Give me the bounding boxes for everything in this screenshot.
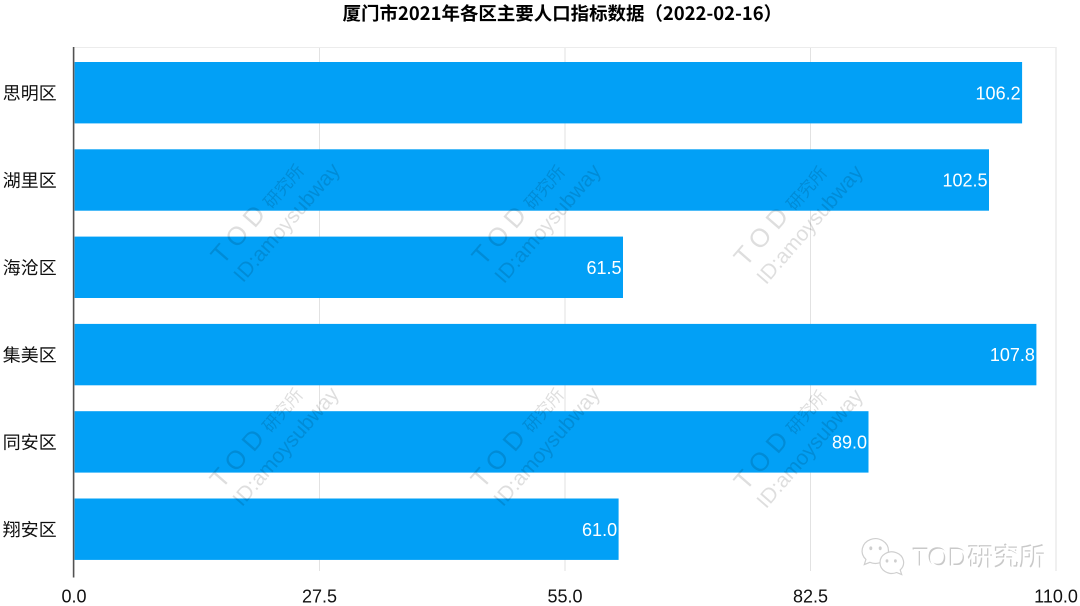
svg-text:106.2: 106.2 — [976, 83, 1021, 103]
svg-text:61.5: 61.5 — [586, 258, 621, 278]
svg-text:TOD: TOD — [913, 543, 967, 573]
svg-text:107.8: 107.8 — [990, 345, 1035, 365]
svg-text:55.0: 55.0 — [547, 587, 582, 606]
svg-text:110.0: 110.0 — [1034, 587, 1078, 606]
svg-text:102.5: 102.5 — [942, 171, 987, 191]
svg-text:61.0: 61.0 — [582, 520, 617, 540]
svg-text:27.5: 27.5 — [302, 587, 337, 606]
svg-text:82.5: 82.5 — [793, 587, 828, 606]
svg-text:TOD: TOD — [912, 542, 966, 572]
svg-text:89.0: 89.0 — [832, 433, 867, 453]
svg-text:0.0: 0.0 — [61, 587, 86, 606]
